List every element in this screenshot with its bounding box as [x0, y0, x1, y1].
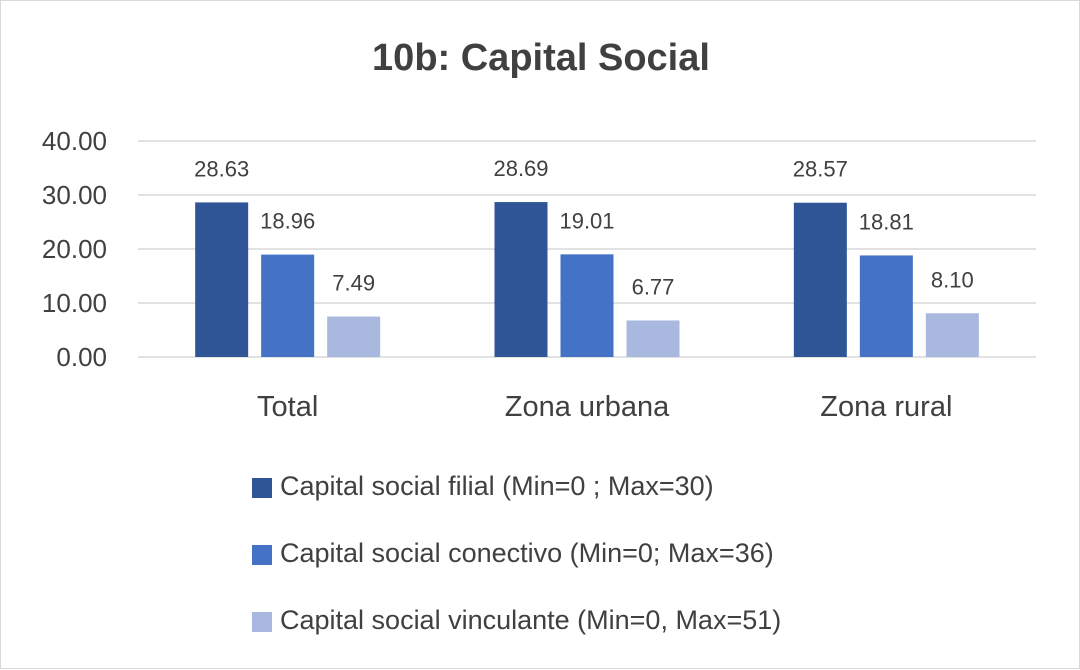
y-tick-label: 30.00: [42, 180, 107, 210]
bar: [494, 202, 548, 357]
data-label: 28.63: [194, 156, 249, 181]
bar: [261, 254, 315, 357]
chart-title: 10b: Capital Social: [372, 37, 710, 79]
y-tick-label: 20.00: [42, 234, 107, 264]
legend-swatch: [252, 612, 272, 632]
data-label: 19.01: [559, 208, 614, 233]
y-tick-label: 40.00: [42, 126, 107, 156]
data-label: 28.57: [793, 157, 848, 182]
legend-label: Capital social conectivo (Min=0; Max=36): [280, 538, 774, 568]
legend-label: Capital social vinculante (Min=0, Max=51…: [280, 605, 782, 635]
y-tick-label: 0.00: [56, 342, 107, 372]
data-label: 18.81: [859, 209, 914, 234]
x-tick-label: Zona rural: [820, 391, 952, 423]
data-label: 6.77: [632, 274, 675, 299]
x-tick-label: Total: [257, 391, 318, 423]
x-tick-label: Zona urbana: [505, 391, 670, 423]
legend-swatch: [252, 545, 272, 565]
data-label: 18.96: [260, 209, 315, 234]
y-tick-label: 10.00: [42, 288, 107, 318]
legend-swatch: [252, 478, 272, 498]
bar: [327, 316, 381, 357]
bar: [859, 255, 913, 357]
bar: [560, 254, 614, 357]
data-label: 8.10: [931, 267, 974, 292]
data-label: 7.49: [332, 271, 375, 296]
legend-label: Capital social filial (Min=0 ; Max=30): [280, 471, 714, 501]
bar: [195, 202, 249, 357]
bar: [793, 202, 847, 357]
data-label: 28.69: [493, 156, 548, 181]
bar: [626, 320, 680, 357]
bar: [925, 313, 979, 357]
